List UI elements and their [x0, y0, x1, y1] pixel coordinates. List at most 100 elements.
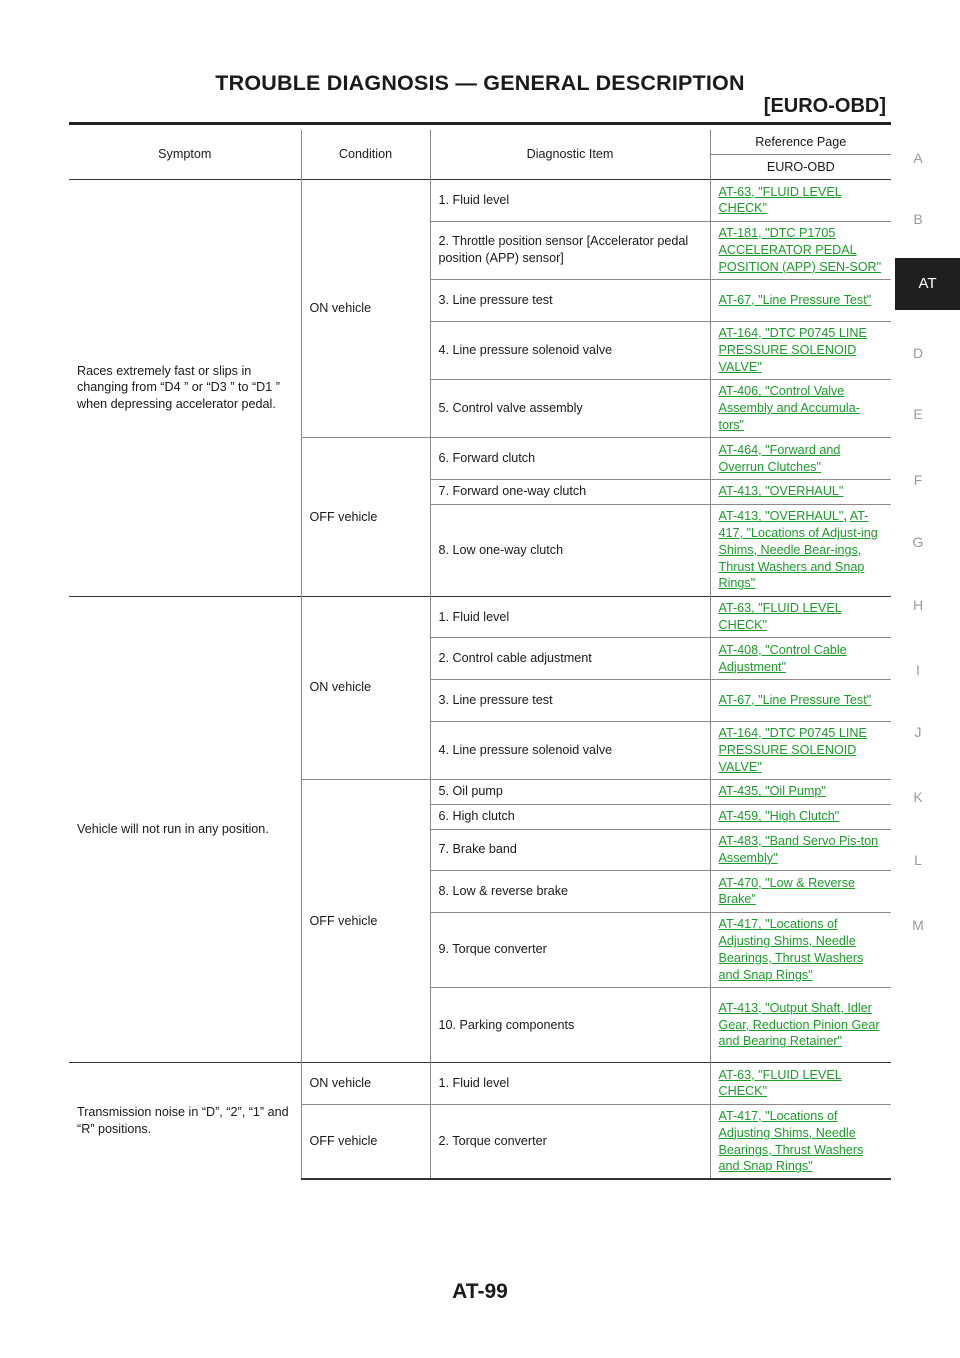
header-rule	[69, 122, 891, 125]
reference-link[interactable]: AT-435, "Oil Pump"	[718, 784, 826, 799]
condition-cell: ON vehicle	[300, 1062, 430, 1105]
side-index-d[interactable]: D	[912, 345, 924, 361]
header-euro-obd: EURO-OBD	[709, 154, 891, 180]
side-index-a[interactable]: A	[913, 150, 923, 166]
condition-cell: OFF vehicle	[300, 1103, 430, 1181]
reference-cell: AT-470, "Low & Reverse Brake"	[709, 870, 891, 913]
diagnostic-item-cell: 7. Forward one-way clutch	[429, 478, 710, 505]
condition-cell: OFF vehicle	[300, 778, 430, 1063]
side-index-g[interactable]: G	[912, 534, 924, 550]
table-row: OFF vehicle 6. Forward clutch AT-464, "For…	[69, 437, 891, 597]
side-index-at-active-tab[interactable]: AT	[895, 258, 960, 310]
table-row: OFF vehicle 2. Torque converter AT-417, "L…	[69, 1103, 891, 1181]
reference-cell: AT-164, "DTC P0745 LINE PRESSURE SOLENOI…	[709, 720, 891, 780]
diagnostic-item-cell: 2. Control cable adjustment	[429, 637, 710, 680]
table-row: Races extremely fast or slips in changin…	[69, 178, 891, 597]
reference-cell: AT-413, "Output Shaft, Idler Gear, Reduc…	[709, 986, 891, 1063]
header-reference-page: Reference Page	[709, 130, 891, 155]
page-number: AT-99	[452, 1280, 508, 1303]
diagnostic-item-cell: 5. Oil pump	[429, 778, 710, 805]
reference-cell: AT-413, "OVERHAUL", AT-417, "Locations o…	[709, 503, 891, 597]
reference-cell: AT-413, "OVERHAUL"	[709, 478, 891, 505]
reference-cell: AT-417, "Locations of Adjusting Shims, N…	[709, 911, 891, 988]
side-index-k[interactable]: K	[913, 789, 923, 805]
reference-link[interactable]: AT-67, "Line Pressure Test"	[718, 692, 872, 707]
diagnosis-table-body: Races extremely fast or slips in changin…	[69, 178, 891, 1181]
reference-cell: AT-63, "FLUID LEVEL CHECK"	[709, 1062, 891, 1105]
reference-cell: AT-408, "Control Cable Adjustment"	[709, 637, 891, 680]
reference-cell: AT-435, "Oil Pump"	[709, 778, 891, 805]
side-index-i[interactable]: I	[916, 662, 920, 678]
reference-link[interactable]: AT-483, "Band Servo Pis-ton Assembly"	[718, 834, 879, 865]
side-index-m[interactable]: M	[912, 917, 924, 933]
reference-link[interactable]: AT-181, "DTC P1705 ACCELERATOR PEDAL POS…	[718, 226, 882, 274]
diagnostic-item-cell: 6. High clutch	[429, 803, 710, 830]
table-row: 4. Line pressure solenoid valve AT-164, "…	[69, 720, 891, 780]
condition-cell: ON vehicle	[300, 178, 430, 438]
table-row: 8. Low & reverse brake AT-470, "Low & Rev…	[69, 870, 891, 913]
side-index-l[interactable]: L	[914, 852, 922, 868]
page-title: TROUBLE DIAGNOSIS — GENERAL DESCRIPTION	[215, 71, 745, 95]
reference-link[interactable]: AT-63, "FLUID LEVEL CHECK"	[718, 601, 842, 633]
reference-link[interactable]: AT-459, "High Clutch"	[718, 809, 840, 824]
page-subtitle: [EURO-OBD]	[763, 95, 886, 117]
table-row: 9. Torque converter AT-417, "Locations of…	[69, 911, 891, 988]
table-row: 3. Line pressure test AT-67, "Line Pressu…	[69, 278, 891, 322]
reference-cell: AT-67, "Line Pressure Test"	[709, 678, 891, 722]
header-diagnostic-item: Diagnostic Item	[429, 130, 710, 180]
side-index-b[interactable]: B	[913, 211, 923, 227]
table-row: 8. Low one-way clutch AT-413, "OVERHAUL",…	[69, 503, 891, 597]
table-row: 2. Throttle position sensor [Accelerator…	[69, 220, 891, 280]
table-row: Vehicle will not run in any position. ON …	[69, 595, 891, 1063]
diagnostic-item-cell: 9. Torque converter	[429, 911, 710, 988]
reference-link[interactable]: AT-406, "Control Valve Assembly and Accu…	[718, 384, 860, 433]
diagnostic-item-cell: 6. Forward clutch	[429, 437, 710, 480]
reference-link[interactable]: AT-164, "DTC P0745 LINE PRESSURE SOLENOI…	[718, 326, 867, 374]
reference-link[interactable]: AT-413, "Output Shaft, Idler Gear, Reduc…	[718, 1000, 880, 1049]
reference-cell: AT-67, "Line Pressure Test"	[709, 278, 891, 322]
side-index-h[interactable]: H	[912, 597, 924, 613]
reference-link[interactable]: AT-67, "Line Pressure Test"	[718, 292, 872, 307]
diagnostic-item-cell: 2. Torque converter	[429, 1103, 710, 1181]
side-index-e[interactable]: E	[913, 406, 923, 422]
reference-link[interactable]: AT-417, "Locations of Adjusting Shims, N…	[718, 1108, 864, 1174]
diagnostic-item-cell: 5. Control valve assembly	[429, 378, 710, 438]
reference-cell: AT-417, "Locations of Adjusting Shims, N…	[709, 1103, 891, 1181]
condition-cell: OFF vehicle	[300, 437, 430, 597]
symptom-cell: Vehicle will not run in any position.	[69, 595, 301, 1063]
reference-link[interactable]: AT-470, "Low & Reverse Brake"	[718, 875, 856, 907]
table-row: 2. Control cable adjustment AT-408, "Cont…	[69, 637, 891, 680]
diagnostic-item-cell: 8. Low & reverse brake	[429, 870, 710, 913]
diagnostic-item-cell: 7. Brake band	[429, 828, 710, 871]
table-row: 10. Parking components AT-413, "Output Sh…	[69, 986, 891, 1063]
side-index-j[interactable]: J	[914, 724, 922, 740]
reference-link[interactable]: AT-408, "Control Cable Adjustment"	[718, 642, 847, 674]
table-row: 4. Line pressure solenoid valve AT-164, "…	[69, 320, 891, 380]
reference-link[interactable]: AT-413, "OVERHAUL"	[718, 484, 844, 499]
reference-separator: ,	[843, 509, 850, 524]
table-row: OFF vehicle 5. Oil pump AT-435, "Oil Pump"	[69, 778, 891, 1063]
reference-cell: AT-464, "Forward and Overrun Clutches"	[709, 437, 891, 480]
symptom-cell: Transmission noise in “D”, “2”, “1” and …	[69, 1062, 301, 1180]
reference-link[interactable]: AT-413, "OVERHAUL"	[718, 509, 844, 524]
reference-link[interactable]: AT-63, "FLUID LEVEL CHECK"	[718, 184, 842, 216]
reference-cell: AT-63, "FLUID LEVEL CHECK"	[709, 179, 891, 222]
reference-link[interactable]: AT-417, "Locations of Adjusting Shims, N…	[718, 917, 864, 982]
reference-link[interactable]: AT-164, "DTC P0745 LINE PRESSURE SOLENOI…	[718, 726, 867, 774]
diagnostic-item-cell: 10. Parking components	[429, 986, 710, 1063]
diagnostic-item-cell: 1. Fluid level	[429, 1062, 710, 1105]
side-index-f[interactable]: F	[913, 472, 923, 488]
diagnosis-table: Symptom Condition Diagnostic Item Refere…	[69, 130, 891, 1181]
table-row: 5. Control valve assembly AT-406, "Contro…	[69, 378, 891, 438]
table-row: 7. Forward one-way clutch AT-413, "OVERHA…	[69, 478, 891, 505]
table-row: 7. Brake band AT-483, "Band Servo Pis-ton…	[69, 828, 891, 871]
reference-link[interactable]: AT-417, "Locations of Adjust-ing Shims, …	[718, 509, 878, 591]
reference-link[interactable]: AT-464, "Forward and Overrun Clutches"	[718, 442, 841, 474]
table-row: 6. High clutch AT-459, "High Clutch"	[69, 803, 891, 830]
reference-link[interactable]: AT-63, "FLUID LEVEL CHECK"	[718, 1067, 842, 1099]
diagnostic-item-cell: 8. Low one-way clutch	[429, 503, 710, 597]
diagnostic-item-cell: 1. Fluid level	[429, 595, 710, 638]
reference-cell: AT-459, "High Clutch"	[709, 803, 891, 830]
reference-cell: AT-164, "DTC P0745 LINE PRESSURE SOLENOI…	[709, 320, 891, 380]
reference-cell: AT-181, "DTC P1705 ACCELERATOR PEDAL POS…	[709, 220, 891, 280]
